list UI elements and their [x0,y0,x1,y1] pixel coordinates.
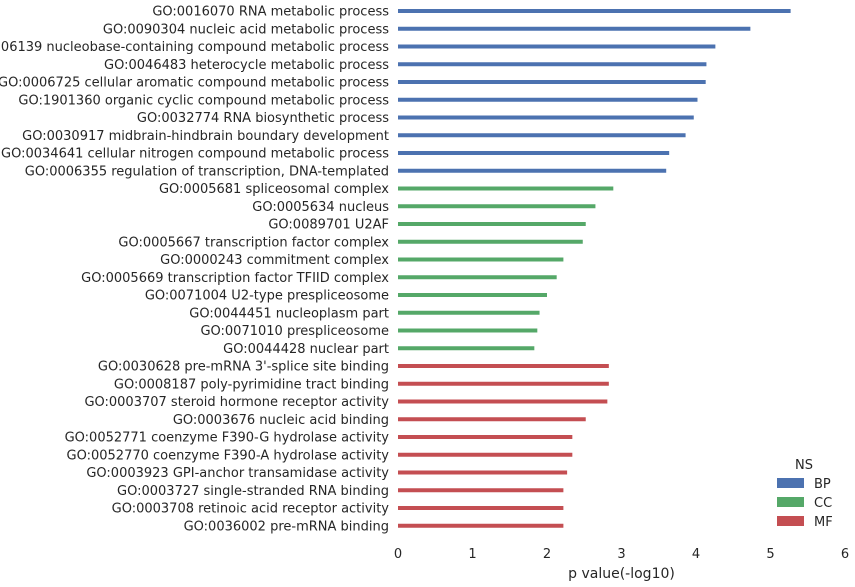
x-axis-label: p value(-log10) [568,566,675,582]
bar-cc [398,186,614,191]
bar-bp [398,62,707,67]
category-label: GO:0003676 nucleic acid binding [173,413,389,428]
category-label: GO:0044451 nucleoplasm part [189,306,389,321]
category-label: GO:0003707 steroid hormone receptor acti… [84,395,389,410]
bar-bp [398,133,686,138]
bar-bp [398,168,667,173]
x-tick-label: 3 [617,547,625,562]
bar-bp [398,26,751,31]
category-label: GO:0003727 single-stranded RNA binding [117,484,389,499]
category-label: GO:0006139 nucleobase-containing compoun… [0,40,389,55]
legend-swatch-mf [777,516,804,526]
category-label: GO:1901360 organic cyclic compound metab… [18,93,389,108]
category-label: GO:0036002 pre-mRNA binding [184,519,389,534]
x-tick-label: 2 [543,547,551,562]
legend: NS BP CC MF [777,458,833,530]
legend-label-bp: BP [814,477,831,492]
bar-mf [398,523,564,528]
bar-bp [398,9,791,13]
category-label: GO:0071010 prespliceosome [200,324,389,339]
category-label: GO:0005667 transcription factor complex [118,235,389,250]
legend-title: NS [795,458,813,473]
bar-cc [398,293,547,297]
category-label: GO:0044428 nuclear part [223,342,389,357]
category-label: GO:0000243 commitment complex [160,253,389,268]
bar-cc [398,257,564,262]
x-tick-label: 6 [841,547,849,562]
legend-swatch-cc [777,497,804,507]
category-label: GO:0003923 GPI-anchor transamidase activ… [86,466,389,481]
category-label: GO:0046483 heterocycle metabolic process [104,58,389,73]
bar-mf [398,470,568,475]
x-tick-label: 5 [766,547,774,562]
legend-label-mf: MF [814,515,833,530]
category-label: GO:0071004 U2-type prespliceosome [145,289,389,304]
category-label: GO:0034641 cellular nitrogen compound me… [1,147,389,162]
bar-cc [398,239,583,244]
category-label: GO:0006355 regulation of transcription, … [25,164,389,179]
bar-mf [398,435,573,439]
category-label: GO:0005681 spliceosomal complex [159,182,389,197]
category-label: GO:0006725 cellular aromatic compound me… [0,76,389,91]
bar-mf [398,399,608,404]
category-label: GO:0032774 RNA biosynthetic process [137,111,389,126]
bar-cc [398,310,540,315]
x-tick-label: 0 [394,547,402,562]
bars-group [398,9,791,528]
category-label: GO:0030628 pre-mRNA 3'-splice site bindi… [98,360,389,375]
bar-bp [398,80,706,84]
category-label: GO:0090304 nucleic acid metabolic proces… [103,22,389,37]
category-label: GO:0003708 retinoic acid receptor activi… [112,502,390,517]
bar-bp [398,115,694,120]
bar-mf [398,506,564,510]
bar-mf [398,381,609,386]
category-label: GO:0005634 nucleus [252,200,389,215]
legend-label-cc: CC [814,496,832,511]
x-tick-label: 1 [468,547,476,562]
category-label: GO:0030917 midbrain-hindbrain boundary d… [22,129,389,144]
bar-mf [398,364,609,368]
bar-mf [398,452,573,457]
x-tick-label: 4 [692,547,700,562]
bar-bp [398,97,698,102]
bar-mf [398,488,564,493]
category-label: GO:0016070 RNA metabolic process [152,5,389,20]
x-tick-labels-group: 0 1 2 3 4 5 6 [394,547,849,562]
bar-bp [398,44,716,49]
category-labels-group: GO:0016070 RNA metabolic process GO:00903… [0,5,389,535]
bar-mf [398,417,586,422]
category-label: GO:0005669 transcription factor TFIID co… [81,271,389,286]
category-label: GO:0008187 poly-pyrimidine tract binding [114,377,389,392]
bar-cc [398,328,538,333]
bar-bp [398,151,670,155]
bar-cc [398,204,596,209]
legend-swatch-bp [777,478,804,488]
category-label: GO:0089701 U2AF [268,218,389,233]
category-label: GO:0052770 coenzyme F390-A hydrolase act… [67,448,390,463]
category-label: GO:0052771 coenzyme F390-G hydrolase act… [65,431,390,446]
bar-cc [398,222,586,226]
bar-cc [398,346,535,351]
bar-cc [398,275,557,280]
